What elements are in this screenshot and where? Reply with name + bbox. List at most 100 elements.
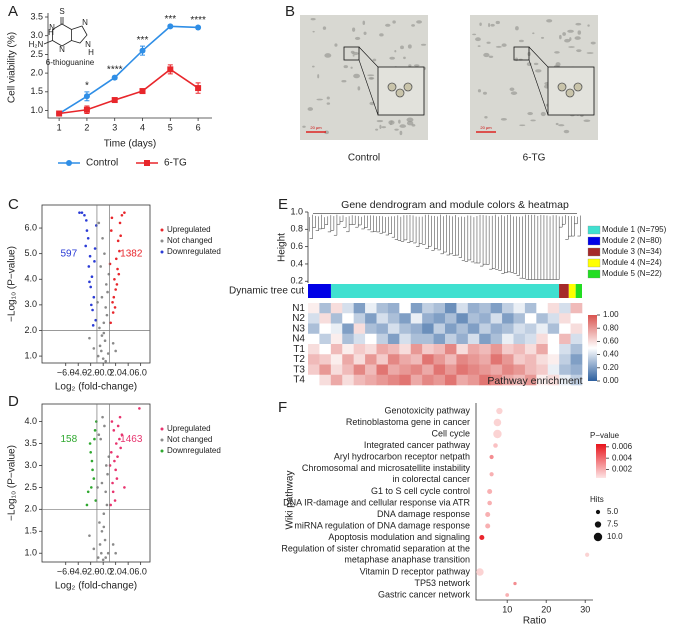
heatmap-cell [570, 323, 583, 335]
cell [399, 130, 403, 136]
data-point [88, 336, 91, 340]
data-point [102, 321, 106, 325]
size-legend-marker [593, 532, 603, 542]
category-label: Chromosomal and microsatellite instabili… [302, 463, 471, 473]
heatmap-cell [536, 374, 549, 386]
data-point [195, 85, 202, 92]
heatmap-cell [513, 354, 526, 365]
heatmap-cell [536, 313, 549, 324]
heatmap-cell [524, 333, 537, 345]
heatmap-cell [536, 323, 549, 335]
category-label: Gastric cancer network [378, 589, 471, 599]
colorbar [588, 315, 597, 381]
heatmap-cell [387, 354, 400, 365]
heatmap-cell [559, 344, 571, 355]
cell [385, 23, 391, 27]
data-point [104, 556, 107, 559]
legend-marker [160, 250, 164, 254]
cell [567, 29, 574, 33]
data-point [103, 538, 107, 542]
cell [533, 62, 539, 66]
heatmap-cell [513, 313, 526, 324]
heatmap-cell [490, 354, 503, 365]
cell [583, 119, 591, 122]
x-tick-label: −4.0 [69, 566, 87, 576]
category-label: Regulation of sister chromatid separatio… [281, 544, 470, 554]
heatmap-cell [376, 354, 389, 365]
category-label: DNA damage response [377, 509, 470, 519]
heatmap-cell [399, 354, 412, 365]
data-point [116, 424, 120, 428]
series-line [58, 25, 199, 115]
category-label: Retinoblastoma gene in cancer [346, 417, 470, 427]
category-label: in colorectal cancer [392, 474, 470, 484]
data-point [110, 420, 114, 423]
y-tick-label: 6.0 [24, 222, 37, 232]
heatmap-cell [456, 374, 469, 386]
data-point [118, 415, 122, 419]
x-tick-label: 6.0 [134, 566, 147, 576]
data-point [101, 236, 104, 240]
y-axis-label: −Log₁₀ (P−value) [7, 246, 18, 322]
heatmap-cell [570, 303, 583, 314]
cell [324, 53, 332, 58]
heatmap-cell [308, 364, 320, 376]
heatmap-cell [308, 344, 320, 355]
heatmap-cell [410, 303, 423, 314]
cell [392, 20, 396, 24]
heatmap-cell [559, 313, 571, 324]
data-point [115, 477, 119, 480]
significance-label: **** [107, 65, 123, 76]
heatmap-cell [467, 354, 480, 365]
module-swatch [587, 236, 601, 246]
module-label: Module 5 (N=22) [602, 269, 662, 278]
heatmap-cell [319, 303, 332, 314]
zoom-lines [358, 46, 379, 116]
heatmap-cell [513, 303, 526, 314]
y-tick-label: 1.0 [24, 548, 37, 558]
module-label: Module 4 (N=24) [602, 258, 662, 267]
bubble [489, 454, 494, 460]
heatmap-cell [342, 333, 354, 345]
bubble [585, 552, 590, 557]
x-tick-label: 10 [502, 604, 512, 614]
heatmap-cell [479, 344, 491, 355]
heatmap-cell [399, 333, 412, 345]
heatmap-cell [410, 313, 423, 324]
y-tick-label: 5.0 [24, 248, 37, 258]
data-point [85, 229, 89, 232]
heatmap-cell [387, 333, 400, 345]
cell [509, 87, 515, 91]
cell [501, 43, 507, 47]
data-point [93, 260, 96, 263]
data-point [113, 499, 117, 502]
legend-label: Downregulated [167, 446, 221, 455]
atom-label: N [59, 45, 65, 54]
heatmap-cell [330, 354, 343, 365]
bubble [489, 472, 494, 477]
tree-cut-segment [308, 284, 331, 298]
heatmap-cell [479, 354, 491, 365]
cell [408, 64, 412, 68]
heatmap-cell [536, 364, 549, 376]
cell [352, 54, 355, 57]
cell [310, 18, 316, 21]
cell [357, 86, 361, 91]
count-label: 1463 [120, 434, 143, 445]
zoom-cell [387, 82, 397, 92]
x-tick-label: 4.0 [122, 566, 135, 576]
heatmap-cell [570, 354, 583, 365]
cell [575, 22, 582, 26]
heatmap-cell [319, 374, 332, 386]
cell [479, 22, 482, 26]
cell [372, 58, 377, 62]
row-label: T4 [293, 375, 305, 386]
heatmap-cell [547, 344, 560, 355]
heatmap-cell [410, 323, 423, 335]
module-swatch [587, 269, 601, 279]
heatmap-cell [513, 344, 526, 355]
bubble [487, 488, 493, 495]
panel-letter: D [8, 393, 19, 410]
cell [326, 102, 331, 105]
y-tick-label: 1.0 [290, 206, 303, 216]
